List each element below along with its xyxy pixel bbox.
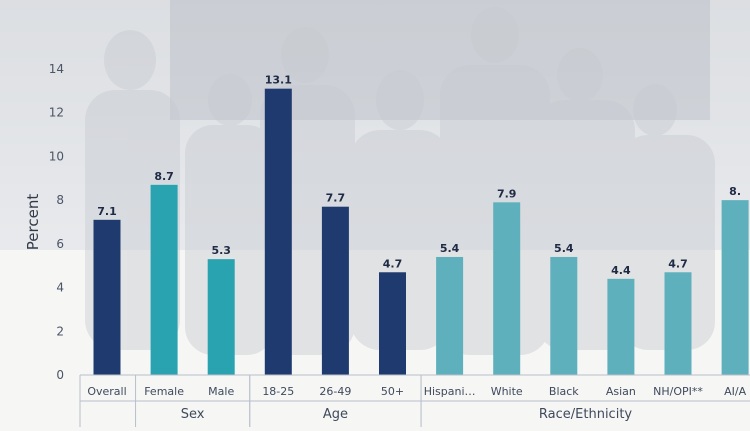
- group-axis: Sex Age Race/Ethnicity: [79, 375, 750, 427]
- y-tick-label: 12: [49, 106, 64, 120]
- data-label: 5.4: [554, 242, 574, 255]
- data-label: 8.: [729, 185, 741, 198]
- y-tick-label: 8: [56, 193, 64, 207]
- y-axis: 0 2 4 6 8 10 12 14: [49, 62, 64, 382]
- y-tick-label: 4: [56, 281, 64, 295]
- y-tick-label: 14: [49, 62, 64, 76]
- category-label: AI/A: [724, 385, 746, 398]
- bar: [721, 200, 749, 375]
- data-label: 7.1: [97, 205, 117, 218]
- category-label: NH/OPI**: [653, 385, 703, 398]
- data-label: 4.7: [383, 257, 403, 270]
- bar: [321, 206, 349, 375]
- bar: [607, 278, 635, 375]
- group-label: Race/Ethnicity: [539, 407, 632, 422]
- bar: [436, 256, 464, 375]
- category-label: Overall: [87, 385, 126, 398]
- bar: [379, 272, 406, 375]
- bar: [150, 184, 178, 375]
- bar: [93, 219, 121, 375]
- y-tick-label: 10: [49, 149, 64, 163]
- data-label: 7.9: [497, 187, 517, 200]
- data-label: 4.7: [668, 257, 688, 270]
- category-label: 18-25: [262, 385, 294, 398]
- category-label: Male: [208, 385, 234, 398]
- bars: [93, 88, 749, 376]
- category-label: 50+: [381, 385, 404, 398]
- category-label: White: [491, 385, 523, 398]
- data-label: 7.7: [326, 192, 346, 205]
- data-label: 5.4: [440, 242, 460, 255]
- bar: [264, 88, 292, 376]
- group-label: Age: [323, 407, 348, 422]
- data-label: 4.4: [611, 264, 631, 277]
- category-axis: Overall Female Male 18-25 26-49 50+ Hispani… Wh…: [80, 374, 750, 398]
- y-tick-label: 6: [56, 237, 64, 251]
- y-tick-label: 2: [56, 324, 64, 338]
- data-label: 13.1: [265, 74, 292, 87]
- y-tick-label: 0: [56, 368, 64, 382]
- category-label: Female: [144, 385, 184, 398]
- bar: [493, 202, 521, 375]
- value-labels: 7.1 8.7 5.3 13.1 7.7 4.7 5.4 7.9 5.4 4.4 4.7 8.: [97, 74, 741, 277]
- bar: [550, 256, 578, 375]
- category-label: Black: [549, 385, 579, 398]
- y-axis-title: Percent: [24, 194, 42, 251]
- category-label: 26-49: [319, 385, 351, 398]
- bar: [207, 259, 235, 375]
- bar: [664, 272, 692, 375]
- category-label: Hispani…: [424, 385, 476, 398]
- data-label: 8.7: [154, 170, 174, 183]
- data-label: 5.3: [211, 244, 231, 257]
- category-label: Asian: [606, 385, 636, 398]
- group-label: Sex: [181, 407, 205, 422]
